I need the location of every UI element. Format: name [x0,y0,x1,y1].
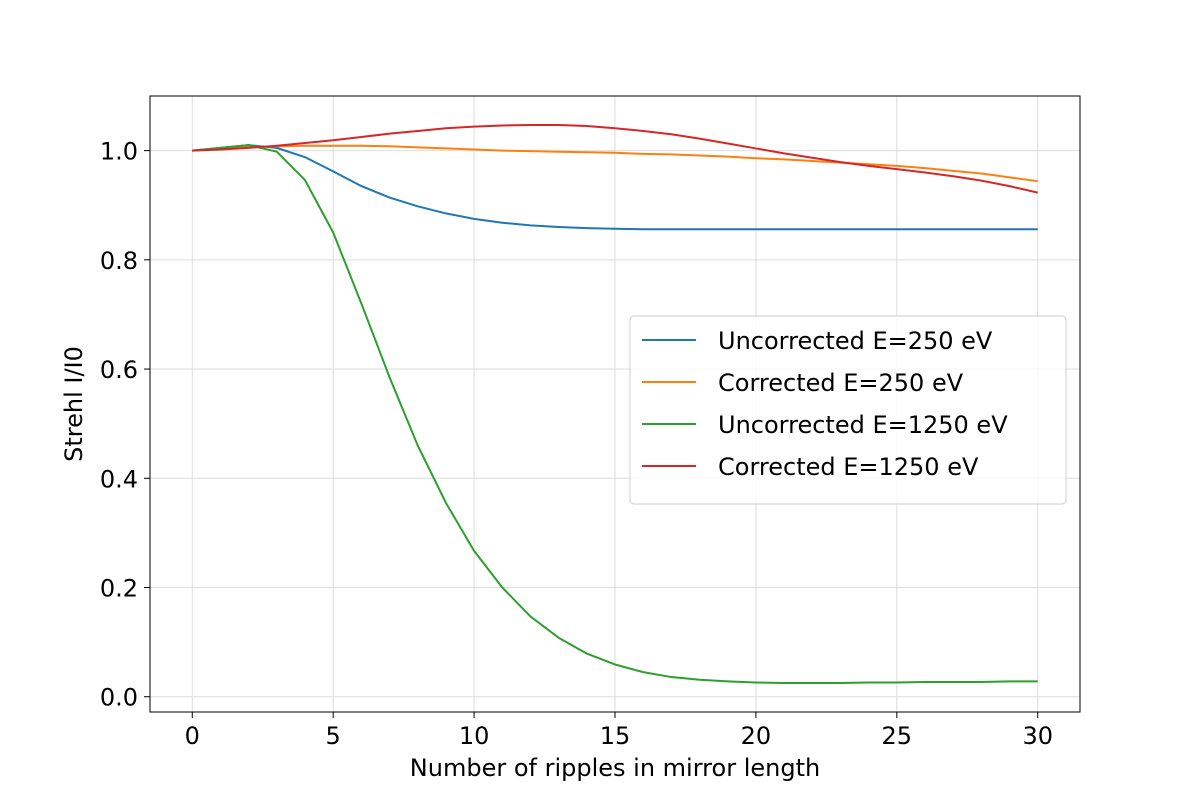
x-tick-label: 20 [741,722,772,750]
series-line-3 [192,144,1038,685]
x-tick-label: 15 [600,722,631,750]
y-tick-label: 0.0 [100,684,138,712]
legend-label: Corrected E=1250 eV [718,453,979,481]
legend-label: Corrected E=250 eV [718,369,964,397]
legend-box [629,315,1067,505]
series-layer [192,123,1038,685]
legend-label: Uncorrected E=1250 eV [718,411,1008,439]
series-line-2 [192,144,1038,183]
y-tick-label: 1.0 [100,138,138,166]
y-axis-label: Strehl I/I0 [60,346,88,462]
x-tick-label: 5 [326,722,341,750]
x-tick-label: 25 [882,722,913,750]
series-line-1 [192,144,1038,231]
x-axis-label: Number of ripples in mirror length [410,754,820,782]
x-tick-label: 0 [185,722,200,750]
legend-label: Uncorrected E=250 eV [718,327,993,355]
x-tick-label: 10 [459,722,490,750]
y-tick-label: 0.8 [100,247,138,275]
legend: Uncorrected E=250 eV Corrected E=250 eV Un… [629,315,1067,505]
x-axis-ticks: 0 5 10 15 20 25 30 [185,712,1053,750]
y-tick-label: 0.4 [100,465,138,493]
series-line-4 [192,123,1038,194]
y-tick-label: 0.6 [100,356,138,384]
y-tick-label: 0.2 [100,574,138,602]
y-axis-ticks: 0.0 0.2 0.4 0.6 0.8 1.0 [100,138,150,712]
x-tick-label: 30 [1022,722,1053,750]
